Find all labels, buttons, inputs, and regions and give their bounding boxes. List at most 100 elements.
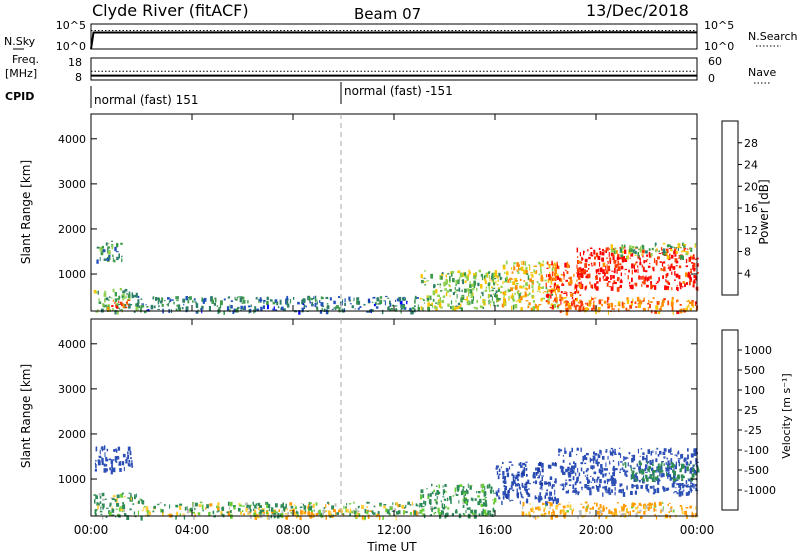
heatmap-cell bbox=[535, 304, 537, 309]
heatmap-cell bbox=[592, 304, 595, 310]
heatmap-cell bbox=[300, 510, 303, 515]
heatmap-cell bbox=[605, 450, 608, 453]
heatmap-cell bbox=[381, 309, 384, 315]
heatmap-cell bbox=[516, 488, 518, 493]
heatmap-cell bbox=[331, 505, 334, 510]
heatmap-cell bbox=[588, 256, 591, 260]
colorbar-tick-label: -1000 bbox=[744, 484, 776, 497]
heatmap-cell bbox=[144, 505, 146, 508]
heatmap-cell bbox=[548, 275, 551, 281]
heatmap-cell bbox=[633, 249, 636, 251]
heatmap-cell bbox=[666, 286, 670, 289]
heatmap-cell bbox=[520, 292, 523, 294]
colorbar-tick-label: 28 bbox=[744, 137, 758, 150]
heatmap-cell bbox=[511, 473, 514, 477]
heatmap-cell bbox=[483, 278, 487, 281]
heatmap-cell bbox=[549, 295, 551, 299]
heatmap-cell bbox=[520, 307, 523, 312]
heatmap-cell bbox=[341, 300, 343, 306]
heatmap-cell bbox=[445, 490, 447, 493]
heatmap-cell bbox=[542, 514, 546, 516]
heatmap-cell bbox=[395, 502, 399, 506]
heatmap-cell bbox=[569, 462, 571, 465]
heatmap-cell bbox=[597, 507, 600, 510]
heatmap-cell bbox=[417, 307, 420, 311]
heatmap-cell bbox=[484, 289, 488, 292]
heatmap-cell bbox=[338, 307, 341, 313]
heatmap-cell bbox=[97, 290, 99, 295]
heatmap-cell bbox=[99, 246, 102, 252]
heatmap-cell bbox=[612, 254, 615, 257]
heatmap-cell bbox=[603, 279, 606, 281]
heatmap-cell bbox=[179, 513, 181, 517]
heatmap-cell bbox=[668, 282, 670, 285]
heatmap-cell bbox=[638, 254, 640, 259]
heatmap-cell bbox=[689, 460, 692, 464]
heatmap-cell bbox=[140, 499, 143, 502]
heatmap-cell bbox=[530, 272, 534, 274]
heatmap-cell bbox=[459, 484, 463, 487]
heatmap-cell bbox=[502, 471, 505, 476]
heatmap-cell bbox=[294, 506, 297, 510]
heatmap-cell bbox=[548, 289, 551, 293]
heatmap-cell bbox=[585, 507, 588, 512]
heatmap-cell bbox=[213, 302, 216, 306]
heatmap-cell bbox=[658, 501, 662, 506]
heatmap-cell bbox=[640, 485, 643, 489]
heatmap-cell bbox=[447, 303, 450, 307]
heatmap-cell bbox=[95, 495, 98, 500]
heatmap-cell bbox=[682, 485, 685, 489]
heatmap-cell bbox=[420, 489, 424, 494]
heatmap-cell bbox=[110, 469, 113, 475]
heatmap-cell bbox=[328, 512, 331, 515]
heatmap-cell bbox=[672, 469, 674, 473]
heatmap-cell bbox=[455, 509, 457, 511]
heatmap-cell bbox=[692, 284, 695, 288]
heatmap-cell bbox=[586, 474, 589, 477]
colorbar-tick-label: -500 bbox=[744, 464, 769, 477]
heatmap-cell bbox=[695, 487, 698, 492]
heatmap-cell bbox=[547, 300, 550, 305]
heatmap-cell bbox=[626, 299, 630, 304]
heatmap-cell bbox=[608, 472, 610, 475]
heatmap-cell bbox=[95, 459, 97, 462]
heatmap-cell bbox=[371, 510, 374, 513]
heatmap-cell bbox=[659, 261, 662, 263]
heatmap-cell bbox=[493, 301, 495, 307]
heatmap-cell bbox=[646, 259, 648, 261]
heatmap-cell bbox=[598, 299, 602, 305]
heatmap-cell bbox=[641, 284, 643, 287]
heatmap-cell bbox=[546, 489, 548, 492]
heatmap-cell bbox=[509, 466, 511, 470]
heatmap-cell bbox=[676, 454, 678, 458]
heatmap-cell bbox=[357, 300, 361, 305]
heatmap-cell bbox=[545, 504, 547, 507]
heatmap-cell bbox=[649, 304, 651, 309]
heatmap-cell bbox=[633, 477, 636, 482]
heatmap-cell bbox=[201, 305, 204, 310]
heatmap-cell bbox=[634, 254, 637, 256]
heatmap-cell bbox=[655, 282, 657, 284]
heatmap-cell bbox=[660, 247, 663, 251]
heatmap-cell bbox=[662, 275, 664, 279]
heatmap-cell bbox=[503, 301, 506, 306]
heatmap-cell bbox=[693, 453, 695, 456]
heatmap-cell bbox=[483, 509, 487, 515]
heatmap-cell bbox=[307, 511, 309, 515]
heatmap-cell bbox=[327, 510, 330, 513]
heatmap-cell bbox=[557, 265, 560, 270]
heatmap-cell bbox=[238, 503, 241, 506]
heatmap-cell bbox=[566, 510, 569, 513]
heatmap-cell bbox=[421, 280, 424, 284]
heatmap-cell bbox=[233, 507, 236, 510]
heatmap-cell bbox=[635, 269, 637, 271]
heatmap-cell bbox=[602, 507, 605, 513]
heatmap-cell bbox=[303, 304, 305, 309]
heatmap-cell bbox=[289, 509, 292, 512]
heatmap-cell bbox=[116, 494, 120, 499]
heatmap-cell bbox=[422, 494, 425, 498]
heatmap-cell bbox=[613, 468, 616, 472]
heatmap-cell bbox=[579, 510, 582, 515]
heatmap-cell bbox=[637, 511, 641, 514]
